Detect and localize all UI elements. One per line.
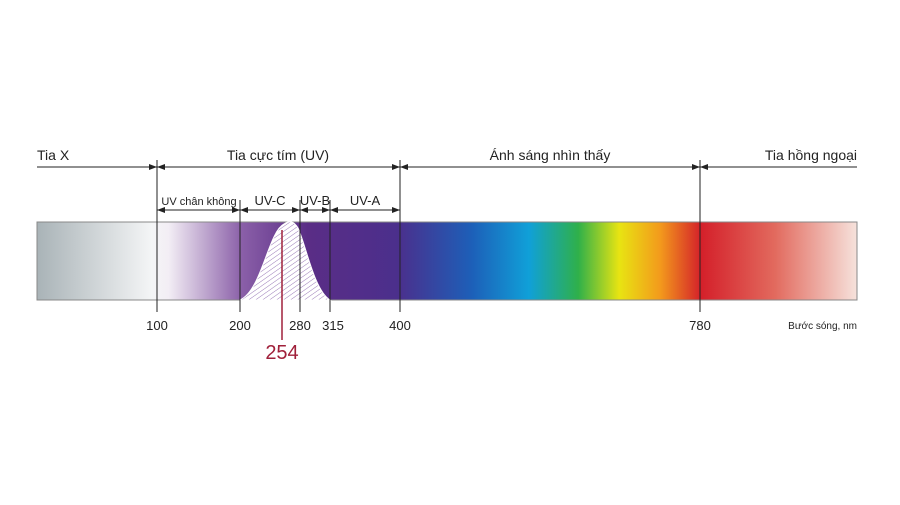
tick-labels: 100 200 280 315 400 780 [146, 318, 711, 333]
band-labels: UV chân không UV-C UV-B UV-A [161, 193, 380, 208]
tick-label: 100 [146, 318, 168, 333]
tick-label: 315 [322, 318, 344, 333]
spectrum-bar [36, 221, 858, 301]
band-label: UV chân không [161, 196, 236, 208]
tick-label: 780 [689, 318, 711, 333]
highlight-label: 254 [265, 342, 298, 364]
region-label: Tia X [37, 147, 70, 163]
band-label: UV-A [350, 193, 381, 208]
region-label: Tia cực tím (UV) [227, 147, 329, 163]
axis-label: Bước sóng, nm [788, 321, 857, 332]
region-labels: Tia X Tia cực tím (UV) Ánh sáng nhìn thấ… [37, 147, 857, 163]
region-arrows [37, 164, 857, 213]
band-label: UV-B [300, 193, 330, 208]
tick-label: 200 [229, 318, 251, 333]
band-label: UV-C [254, 193, 285, 208]
dividers [156, 160, 701, 312]
tick-label: 400 [389, 318, 411, 333]
region-label: Ánh sáng nhìn thấy [490, 147, 611, 163]
region-label: Tia hồng ngoại [765, 147, 857, 163]
uvc-peak [239, 221, 332, 301]
tick-label: 280 [289, 318, 311, 333]
